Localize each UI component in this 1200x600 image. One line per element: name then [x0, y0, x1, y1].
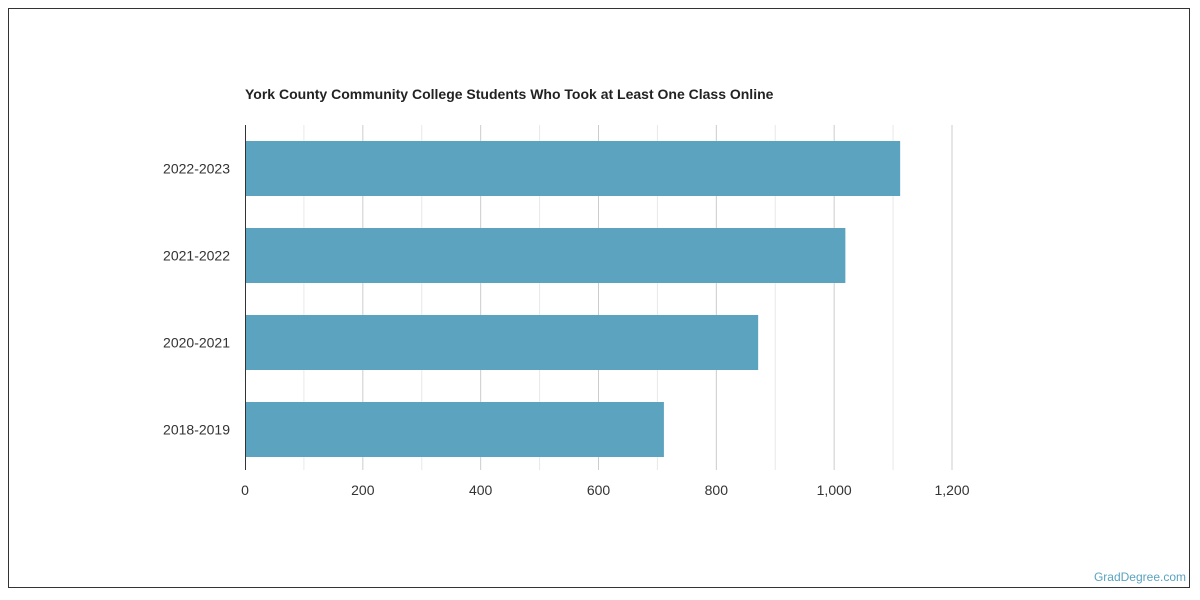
- x-tick-label: 600: [587, 482, 611, 498]
- watermark: GradDegree.com: [1093, 570, 1186, 584]
- x-tick-label: 400: [469, 482, 493, 498]
- category-label: 2022-2023: [163, 161, 230, 177]
- x-tick-label: 0: [241, 482, 249, 498]
- category-label: 2018-2019: [163, 422, 230, 438]
- x-tick-label: 1,000: [817, 482, 852, 498]
- bars: [245, 141, 901, 457]
- x-tick-label: 1,200: [934, 482, 969, 498]
- bar: [245, 315, 759, 370]
- category-label: 2020-2021: [163, 335, 230, 351]
- bar: [245, 228, 846, 283]
- x-tick-label: 800: [705, 482, 729, 498]
- category-label: 2021-2022: [163, 248, 230, 264]
- bar: [245, 141, 901, 196]
- x-tick-label: 200: [351, 482, 375, 498]
- bar: [245, 402, 664, 457]
- x-axis-labels: 0 200 400 600 800 1,000 1,200: [241, 482, 970, 498]
- chart-title: York County Community College Students W…: [245, 86, 774, 102]
- y-axis-labels: 2022-2023 2021-2022 2020-2021 2018-2019: [163, 161, 230, 438]
